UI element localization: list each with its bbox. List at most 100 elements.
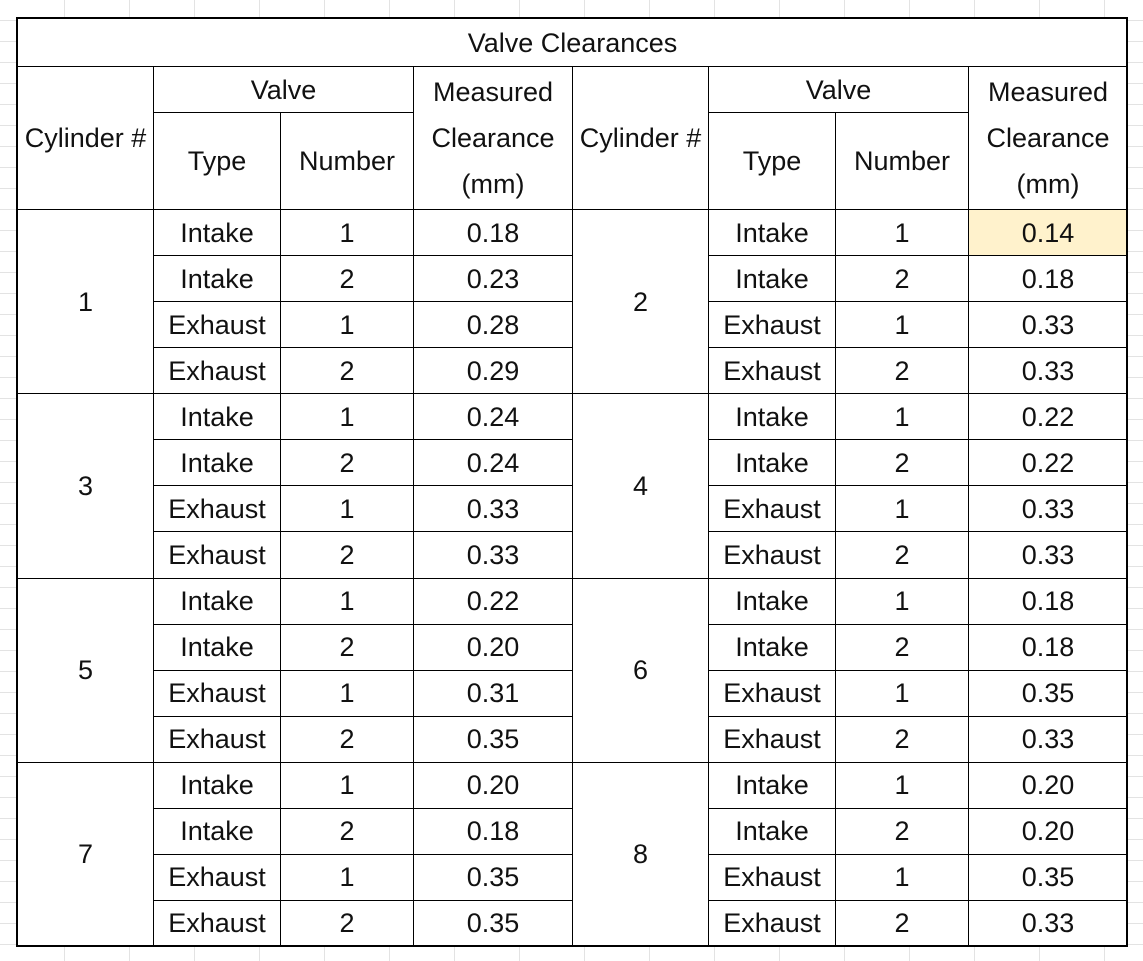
valve-type: Intake bbox=[153, 439, 281, 487]
valve-number: 2 bbox=[280, 255, 414, 303]
header-valve: Valve bbox=[153, 66, 414, 113]
valve-type: Intake bbox=[153, 807, 281, 855]
clearance-value: 0.33 bbox=[968, 715, 1128, 763]
valve-type: Intake bbox=[708, 761, 836, 809]
valve-number: 1 bbox=[835, 669, 969, 717]
valve-number: 1 bbox=[835, 853, 969, 901]
valve-number: 1 bbox=[835, 393, 969, 441]
valve-type: Intake bbox=[708, 255, 836, 303]
valve-number: 1 bbox=[280, 853, 414, 901]
header-clearance: Measured Clearance (mm) bbox=[968, 66, 1128, 210]
valve-number: 2 bbox=[280, 439, 414, 487]
valve-type: Exhaust bbox=[153, 669, 281, 717]
header-type: Type bbox=[153, 112, 281, 210]
clearance-value: 0.20 bbox=[968, 807, 1128, 855]
valve-number: 2 bbox=[835, 439, 969, 487]
valve-type: Exhaust bbox=[153, 301, 281, 349]
clearance-value: 0.33 bbox=[968, 485, 1128, 533]
valve-type: Intake bbox=[153, 393, 281, 441]
clearance-value: 0.22 bbox=[968, 393, 1128, 441]
valve-type: Exhaust bbox=[708, 669, 836, 717]
valve-number: 2 bbox=[835, 899, 969, 947]
header-clearance: Measured Clearance (mm) bbox=[413, 66, 573, 210]
valve-number: 2 bbox=[835, 255, 969, 303]
valve-type: Intake bbox=[708, 439, 836, 487]
clearance-value: 0.18 bbox=[413, 807, 573, 855]
cylinder-number: 8 bbox=[572, 761, 709, 947]
valve-type: Intake bbox=[153, 623, 281, 671]
valve-number: 1 bbox=[280, 669, 414, 717]
header-valve: Valve bbox=[708, 66, 969, 113]
clearance-value: 0.33 bbox=[968, 301, 1128, 349]
clearance-value: 0.20 bbox=[968, 761, 1128, 809]
valve-type: Exhaust bbox=[708, 531, 836, 579]
clearance-value: 0.18 bbox=[968, 255, 1128, 303]
valve-number: 1 bbox=[835, 761, 969, 809]
table-title: Valve Clearances bbox=[17, 18, 1128, 67]
valve-number: 2 bbox=[835, 623, 969, 671]
clearance-value: 0.24 bbox=[413, 439, 573, 487]
valve-number: 1 bbox=[835, 301, 969, 349]
valve-type: Intake bbox=[708, 209, 836, 257]
valve-number: 1 bbox=[280, 485, 414, 533]
header-number: Number bbox=[280, 112, 414, 210]
valve-type: Intake bbox=[708, 807, 836, 855]
valve-type: Exhaust bbox=[153, 531, 281, 579]
clearance-value: 0.33 bbox=[413, 531, 573, 579]
valve-number: 1 bbox=[280, 393, 414, 441]
valve-type: Intake bbox=[153, 577, 281, 625]
clearance-value: 0.33 bbox=[968, 899, 1128, 947]
header-number: Number bbox=[835, 112, 969, 210]
valve-number: 2 bbox=[835, 347, 969, 395]
valve-type: Intake bbox=[708, 623, 836, 671]
clearance-value: 0.20 bbox=[413, 623, 573, 671]
clearance-value: 0.35 bbox=[968, 853, 1128, 901]
valve-number: 2 bbox=[835, 807, 969, 855]
clearance-value: 0.28 bbox=[413, 301, 573, 349]
clearance-value: 0.35 bbox=[413, 715, 573, 763]
clearance-value: 0.18 bbox=[968, 577, 1128, 625]
valve-number: 2 bbox=[280, 807, 414, 855]
header-cylinder: Cylinder # bbox=[572, 66, 709, 210]
clearance-value: 0.35 bbox=[413, 899, 573, 947]
clearance-value: 0.22 bbox=[968, 439, 1128, 487]
clearance-value: 0.14 bbox=[968, 209, 1128, 257]
valve-type: Exhaust bbox=[153, 485, 281, 533]
valve-number: 1 bbox=[835, 209, 969, 257]
cylinder-number: 5 bbox=[17, 577, 154, 763]
cylinder-number: 6 bbox=[572, 577, 709, 763]
valve-type: Exhaust bbox=[708, 347, 836, 395]
clearance-value: 0.18 bbox=[413, 209, 573, 257]
valve-number: 2 bbox=[835, 531, 969, 579]
clearance-value: 0.24 bbox=[413, 393, 573, 441]
valve-type: Exhaust bbox=[708, 899, 836, 947]
clearance-value: 0.18 bbox=[968, 623, 1128, 671]
valve-number: 1 bbox=[280, 577, 414, 625]
clearance-value: 0.33 bbox=[968, 531, 1128, 579]
clearance-value: 0.29 bbox=[413, 347, 573, 395]
valve-type: Exhaust bbox=[708, 301, 836, 349]
valve-number: 1 bbox=[280, 209, 414, 257]
cylinder-number: 2 bbox=[572, 209, 709, 395]
valve-number: 2 bbox=[280, 623, 414, 671]
valve-type: Intake bbox=[153, 255, 281, 303]
valve-number: 1 bbox=[835, 577, 969, 625]
valve-type: Intake bbox=[708, 577, 836, 625]
valve-number: 1 bbox=[280, 301, 414, 349]
valve-type: Exhaust bbox=[153, 347, 281, 395]
valve-number: 2 bbox=[280, 715, 414, 763]
clearance-value: 0.22 bbox=[413, 577, 573, 625]
valve-type: Intake bbox=[153, 761, 281, 809]
clearance-value: 0.23 bbox=[413, 255, 573, 303]
clearance-value: 0.35 bbox=[968, 669, 1128, 717]
valve-type: Exhaust bbox=[708, 853, 836, 901]
valve-number: 1 bbox=[835, 485, 969, 533]
valve-type: Exhaust bbox=[153, 853, 281, 901]
header-type: Type bbox=[708, 112, 836, 210]
header-cylinder: Cylinder # bbox=[17, 66, 154, 210]
valve-number: 2 bbox=[280, 899, 414, 947]
cylinder-number: 1 bbox=[17, 209, 154, 395]
valve-type: Exhaust bbox=[153, 715, 281, 763]
valve-type: Exhaust bbox=[153, 899, 281, 947]
